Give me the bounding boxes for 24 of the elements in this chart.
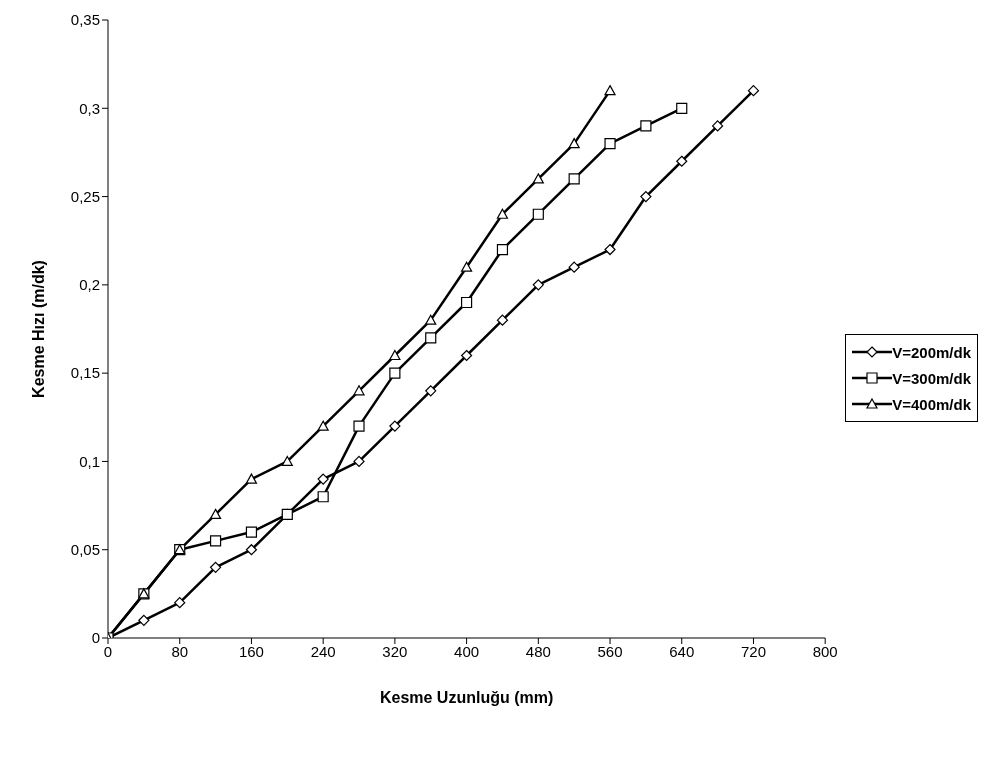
x-tick-label: 400 [454, 642, 480, 660]
y-axis-title: Kesme Hızı (m/dk) [29, 260, 47, 398]
legend-label: V=200m/dk [892, 343, 971, 361]
x-tick-label: 560 [597, 642, 623, 660]
x-tick-label: 800 [812, 642, 838, 660]
x-tick-label: 0 [103, 642, 113, 660]
legend-label: V=300m/dk [892, 369, 971, 387]
x-tick-label: 480 [525, 642, 551, 660]
y-tick-label: 0,1 [79, 452, 100, 470]
x-tick-label: 640 [669, 642, 695, 660]
y-tick-label: 0,3 [79, 99, 100, 117]
y-tick-label: 0,15 [70, 364, 100, 382]
x-axis-title: Kesme Uzunluğu (mm) [379, 689, 554, 706]
y-tick-label: 0,35 [70, 11, 100, 29]
legend-label: V=400m/dk [892, 395, 971, 413]
x-tick-label: 80 [171, 642, 189, 660]
x-tick-label: 320 [382, 642, 408, 660]
x-tick-label: 160 [238, 642, 264, 660]
y-tick-label: 0,25 [70, 187, 100, 205]
y-tick-label: 0,05 [70, 541, 100, 559]
x-tick-label: 720 [740, 642, 766, 660]
x-tick-label: 240 [310, 642, 336, 660]
y-tick-label: 0 [91, 629, 100, 647]
y-tick-label: 0,2 [79, 276, 100, 294]
